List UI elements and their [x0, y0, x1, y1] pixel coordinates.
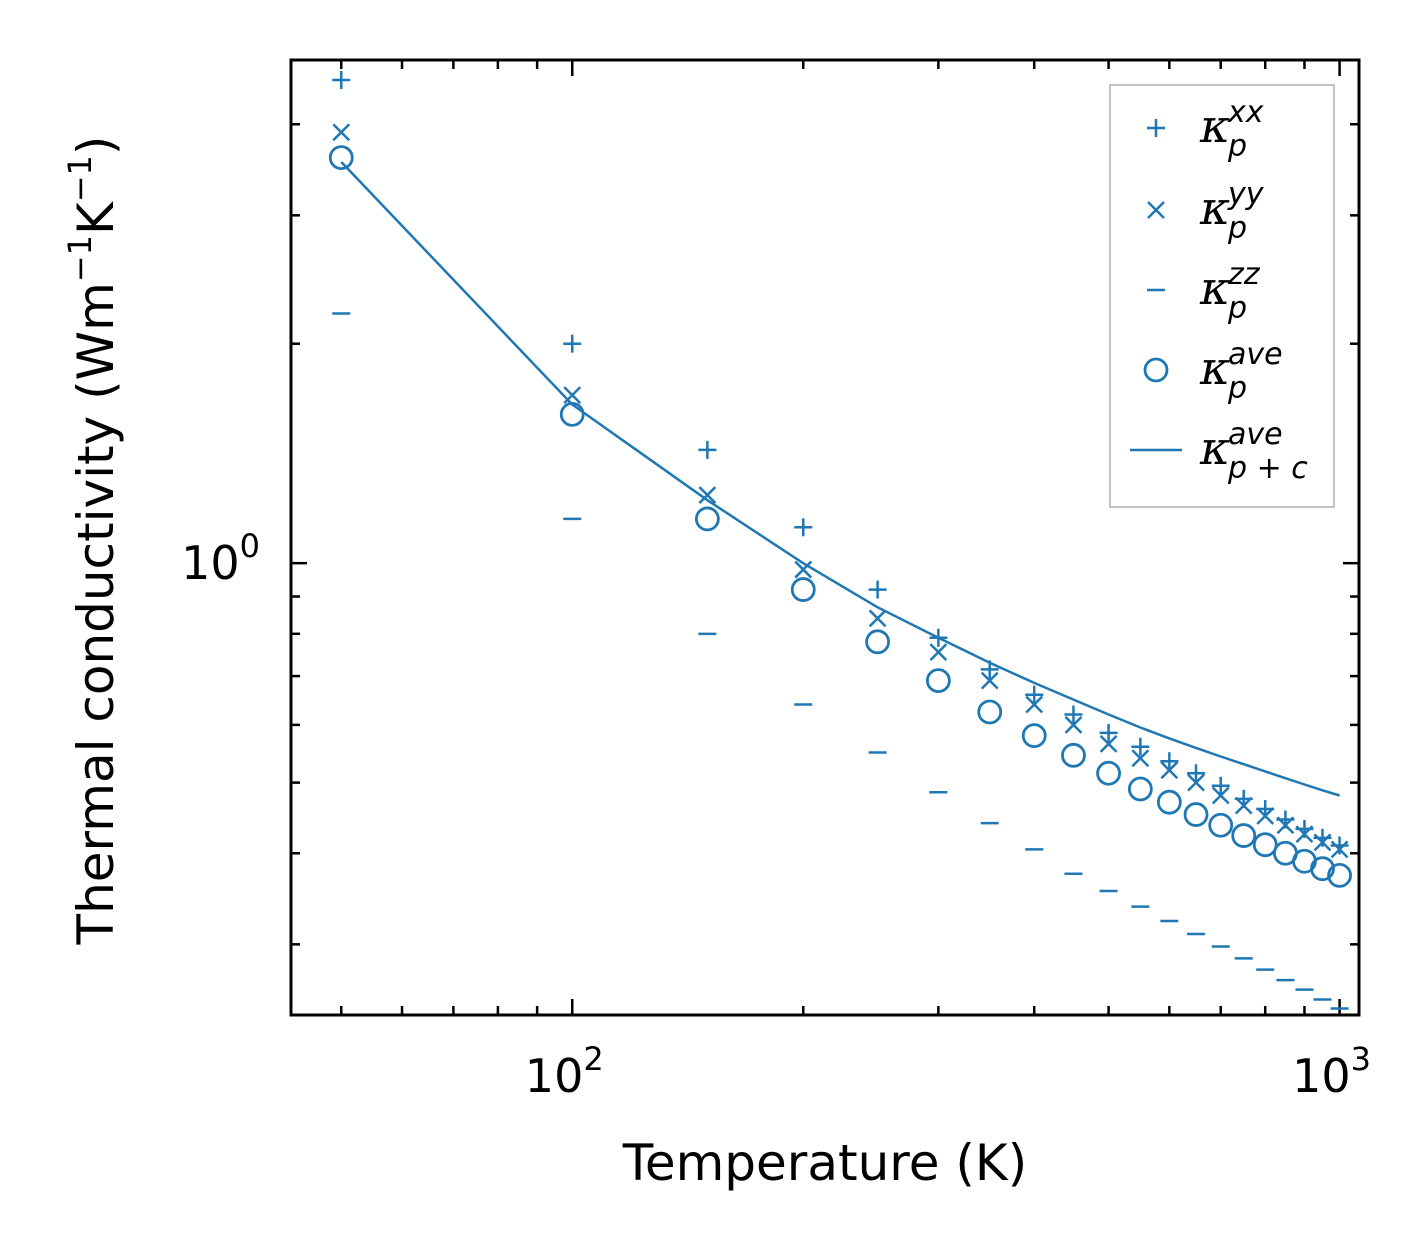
- x-axis-label: Temperature (K): [622, 1134, 1027, 1192]
- legend-frame: [1109, 84, 1335, 508]
- legend-marker-yy: [1147, 201, 1165, 219]
- point-yy: [1131, 749, 1150, 768]
- x-tick-label: 102: [525, 1040, 604, 1103]
- point-xx: [1099, 723, 1118, 742]
- point-ave: [1021, 723, 1047, 749]
- point-ave: [1252, 832, 1278, 858]
- tick-labels: 102 103 100: [181, 527, 1371, 1103]
- point-yy: [563, 386, 582, 405]
- point-ave: [1231, 823, 1257, 848]
- point-yy: [698, 486, 717, 504]
- plot-data: [328, 71, 1352, 1010]
- legend-label-sub: p: [1227, 129, 1247, 164]
- point-xx: [1330, 836, 1349, 855]
- legend-marker-xx: [1147, 119, 1165, 137]
- point-ave: [1208, 812, 1234, 838]
- legend-label-sub: p: [1227, 291, 1247, 326]
- point-yy: [794, 560, 813, 579]
- point-ave: [977, 699, 1003, 725]
- point-yy: [868, 609, 887, 628]
- point-xx: [1211, 776, 1230, 795]
- point-ave: [559, 401, 585, 427]
- point-xx: [1160, 752, 1179, 771]
- point-ave: [1156, 789, 1182, 815]
- legend-label-sup: ave: [1228, 417, 1283, 452]
- point-xx: [332, 71, 351, 90]
- point-ave: [328, 145, 354, 171]
- point-xx: [868, 580, 887, 599]
- point-ave: [865, 629, 891, 655]
- point-yy: [1211, 786, 1230, 805]
- point-ave: [1127, 776, 1153, 802]
- point-yy: [1276, 816, 1295, 835]
- point-yy: [980, 671, 999, 690]
- legend-label-sub: p: [1227, 211, 1247, 246]
- legend-label-sup: zz: [1227, 257, 1261, 292]
- legend-label: κ: [1199, 181, 1230, 235]
- point-xx: [1187, 764, 1206, 783]
- point-yy: [1099, 735, 1118, 753]
- point-xx: [794, 518, 813, 537]
- legend-label: κ: [1199, 421, 1230, 475]
- point-yy: [1295, 825, 1314, 843]
- point-yy: [1025, 695, 1044, 714]
- plot-frame: [289, 58, 1361, 1017]
- point-xx: [1025, 685, 1044, 704]
- legend-label: κ: [1199, 261, 1230, 315]
- legend-label-sup: yy: [1227, 177, 1265, 212]
- x-tick-label: 103: [1292, 1040, 1371, 1103]
- point-yy: [1313, 833, 1332, 852]
- y-axis-label: Thermal conductivity (Wm−1K−1): [61, 136, 125, 946]
- point-yy: [1160, 761, 1179, 780]
- point-xx: [563, 334, 582, 353]
- point-yy: [1256, 807, 1275, 825]
- point-xx: [698, 440, 717, 459]
- y-tick-label: 100: [181, 527, 260, 590]
- legend-label-sub: p: [1227, 371, 1247, 406]
- point-yy: [1234, 796, 1253, 815]
- point-yy: [1064, 716, 1083, 734]
- point-xx: [1131, 737, 1150, 756]
- point-ave: [1327, 862, 1352, 888]
- point-ave: [1096, 760, 1121, 786]
- point-ave: [790, 577, 816, 602]
- point-ave: [1183, 802, 1209, 827]
- legend-label-sup: xx: [1227, 95, 1264, 130]
- legend-marker-ave: [1143, 357, 1169, 383]
- point-ave: [1310, 856, 1335, 882]
- series-line-ave_pc: [340, 161, 1340, 797]
- legend-label: κ: [1199, 99, 1230, 153]
- point-ave: [694, 506, 720, 532]
- point-yy: [1187, 773, 1205, 792]
- point-ave: [1061, 742, 1086, 768]
- legend-label-sub: p + c: [1227, 451, 1308, 486]
- point-xx: [1064, 705, 1083, 724]
- legend-label-sup: ave: [1228, 337, 1283, 372]
- point-yy: [332, 123, 351, 142]
- point-yy: [1330, 840, 1349, 859]
- point-ave: [925, 668, 951, 694]
- legend-label: κ: [1199, 341, 1230, 395]
- point-yy: [929, 643, 948, 662]
